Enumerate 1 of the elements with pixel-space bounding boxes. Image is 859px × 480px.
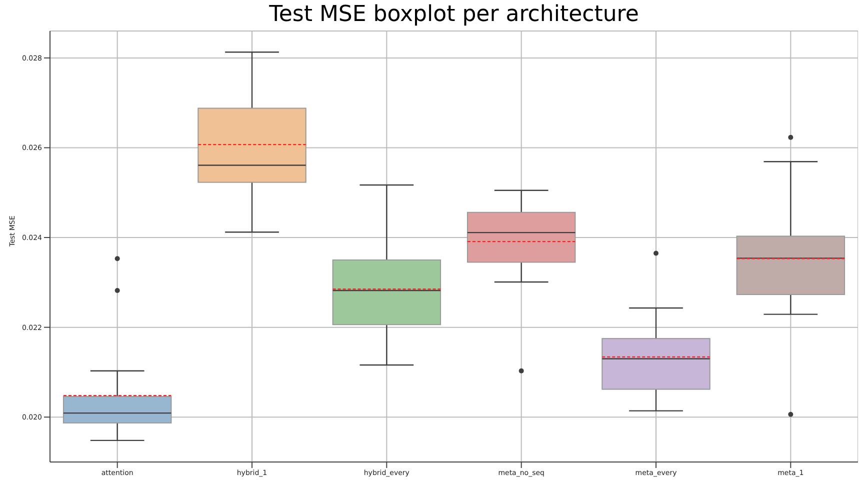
chart-title: Test MSE boxplot per architecture	[268, 2, 640, 27]
